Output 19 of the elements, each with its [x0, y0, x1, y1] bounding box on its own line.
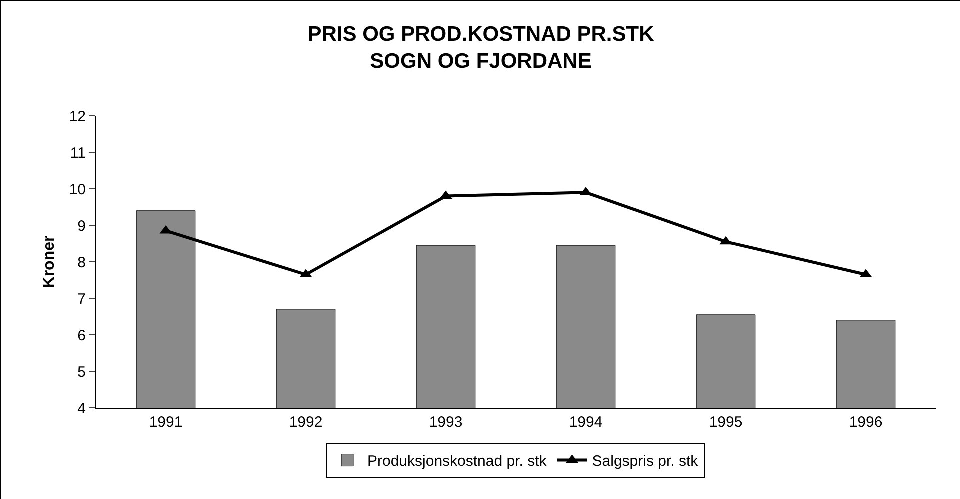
x-tick-label: 1996	[849, 414, 883, 431]
y-tick-label: 9	[78, 218, 86, 235]
x-tick-label: 1995	[709, 414, 743, 431]
y-tick-label: 8	[78, 254, 86, 272]
legend-label: Produksjonskostnad pr. stk	[368, 453, 548, 470]
y-axis-title: Kroner	[41, 236, 58, 288]
y-tick-label: 5	[78, 364, 86, 381]
y-tick-label: 7	[78, 290, 86, 308]
x-tick-label: 1993	[429, 414, 463, 431]
chart-title: PRIS OG PROD.KOSTNAD PR.STK SOGN OG FJORDANE	[308, 22, 654, 74]
y-tick-label: 4	[78, 400, 86, 418]
y-tick-label: 12	[69, 108, 86, 126]
legend-label: Salgspris pr. stk	[592, 453, 699, 470]
x-tick-label: 1992	[289, 414, 323, 431]
y-tick-label: 10	[69, 181, 86, 198]
x-tick-label: 1994	[569, 414, 603, 431]
y-tick-label: 6	[78, 327, 86, 344]
y-tick-label: 11	[70, 144, 86, 162]
x-tick-label: 1991	[149, 414, 183, 431]
